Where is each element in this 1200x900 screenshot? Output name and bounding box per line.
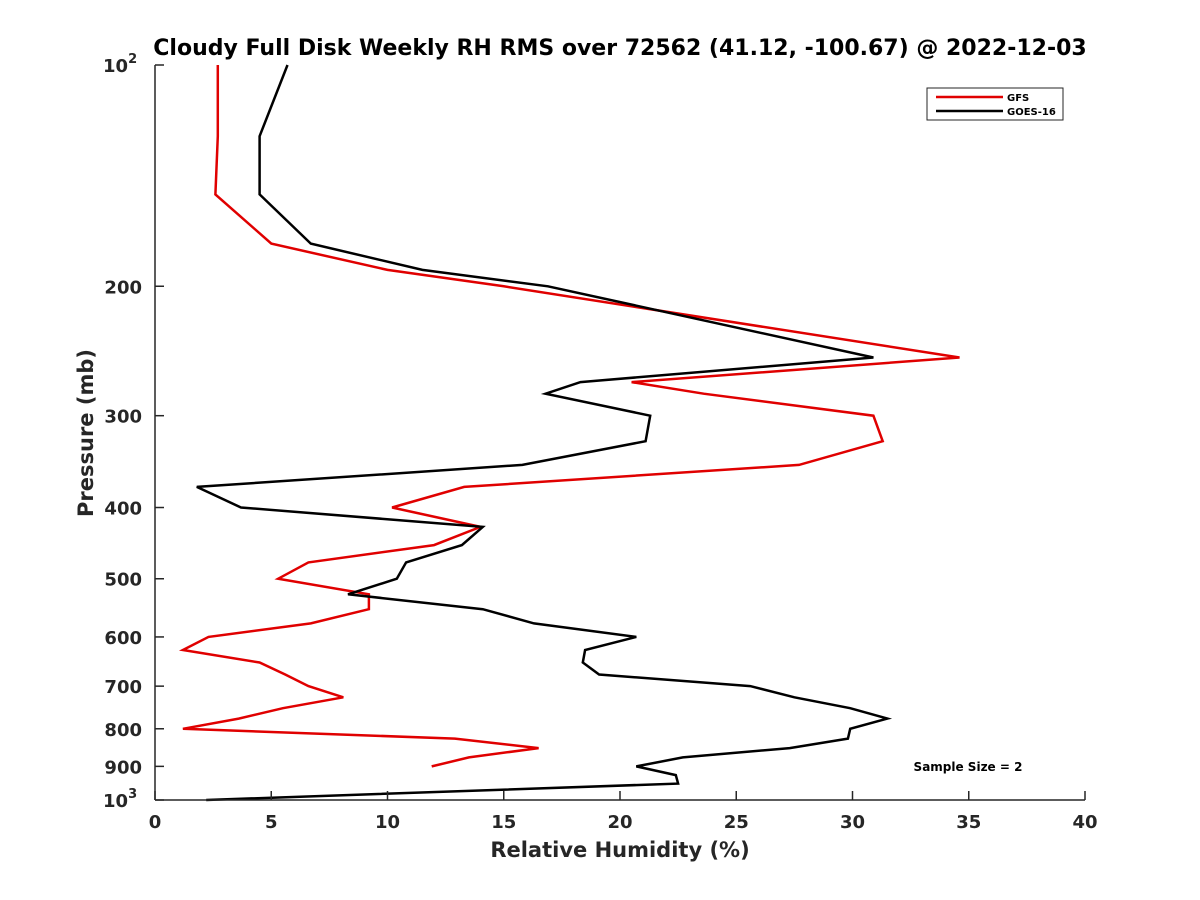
legend-label-gfs: GFS [1007, 93, 1029, 104]
y-tick-label: 103 [103, 787, 137, 812]
y-tick-label: 700 [104, 677, 142, 698]
y-tick-label: 102 [103, 52, 137, 77]
x-tick-label: 0 [149, 812, 162, 833]
y-tick-label-base: 10 [103, 56, 128, 77]
y-tick-label-exponent: 3 [128, 787, 137, 802]
y-tick-label: 300 [104, 407, 142, 428]
x-tick-label: 30 [840, 812, 865, 833]
plot-lines [178, 64, 960, 802]
legend-label-goes16: GOES-16 [1007, 107, 1056, 118]
y-tick-label: 200 [104, 277, 142, 298]
chart-title: Cloudy Full Disk Weekly RH RMS over 7256… [153, 36, 1086, 61]
x-tick-label: 25 [724, 812, 749, 833]
x-tick-label: 35 [956, 812, 981, 833]
x-axis-label: Relative Humidity (%) [490, 838, 749, 862]
y-tick-label: 600 [104, 628, 142, 649]
x-tick-label: 15 [491, 812, 516, 833]
x-tick-label: 20 [607, 812, 632, 833]
y-tick-label: 400 [104, 499, 142, 520]
series-line-gfs [178, 65, 960, 768]
y-tick-label-exponent: 2 [128, 52, 137, 67]
legend: GFS GOES-16 [926, 87, 1064, 121]
legend-box [926, 87, 1064, 121]
y-tick-label: 500 [104, 570, 142, 591]
x-tick-label: 40 [1072, 812, 1097, 833]
y-tick-label-base: 10 [103, 791, 128, 812]
y-axis-label: Pressure (mb) [74, 349, 98, 517]
x-tick-label: 10 [375, 812, 400, 833]
x-ticks: 0 5 10 15 20 25 30 35 40 [149, 791, 1098, 833]
y-tick-label: 900 [104, 757, 142, 778]
x-tick-label: 5 [265, 812, 278, 833]
sample-size-annotation: Sample Size = 2 [914, 760, 1023, 774]
series-line-goes-16 [196, 64, 893, 802]
y-tick-label: 800 [104, 720, 142, 741]
